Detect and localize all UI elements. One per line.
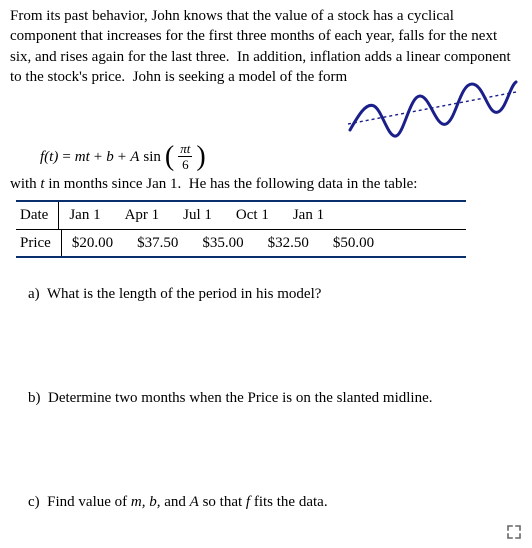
price-cell: $35.00 <box>192 230 257 256</box>
qc-pre: c) Find value of <box>28 494 131 510</box>
data-table: Date Jan 1 Apr 1 Jul 1 Oct 1 Jan 1 Price… <box>16 200 522 258</box>
price-cell: $37.50 <box>127 230 192 256</box>
formula-mt: mt <box>75 147 90 167</box>
formula-den: 6 <box>182 157 189 171</box>
formula-plus2: + <box>118 147 126 167</box>
formula-frac: πt 6 <box>178 142 192 171</box>
wave-sketch <box>348 72 518 146</box>
question-c: c) Find value of m, b, and A so that f f… <box>28 492 522 512</box>
question-a: a) What is the length of the period in h… <box>28 284 522 304</box>
date-cell: Jul 1 <box>173 202 226 228</box>
post-formula-text: with t in months since Jan 1. He has the… <box>10 174 522 194</box>
date-cell: Jan 1 <box>59 202 115 228</box>
formula-A: A <box>130 147 139 167</box>
row-label-date: Date <box>16 202 59 228</box>
price-cell: $50.00 <box>323 230 388 256</box>
qc-end: fits the data. <box>250 494 327 510</box>
pf-pre: with <box>10 176 40 192</box>
price-cell: $20.00 <box>61 230 127 256</box>
table-row: Date Jan 1 Apr 1 Jul 1 Oct 1 Jan 1 <box>16 202 338 228</box>
formula-plus1: + <box>94 147 102 167</box>
qc-mid: and <box>160 494 189 510</box>
qc-post: so that <box>199 494 246 510</box>
row-label-price: Price <box>16 230 61 256</box>
date-cell: Apr 1 <box>115 202 174 228</box>
price-cell: $32.50 <box>258 230 323 256</box>
question-b: b) Determine two months when the Price i… <box>28 388 522 408</box>
formula-b: b <box>106 147 114 167</box>
formula-num: πt <box>178 142 192 157</box>
qc-vars: m, b, <box>131 494 161 510</box>
expand-icon[interactable] <box>506 524 522 540</box>
formula-sin: sin <box>143 147 161 167</box>
date-cell: Oct 1 <box>226 202 283 228</box>
formula-eq: = <box>62 147 70 167</box>
formula-lhs: f(t) <box>40 147 58 167</box>
pf-post: in months since Jan 1. He has the follow… <box>45 176 418 192</box>
model-formula: f(t) = mt + b + A sin ( πt 6 ) <box>40 143 522 172</box>
table-row: Price $20.00 $37.50 $35.00 $32.50 $50.00 <box>16 230 388 256</box>
qc-A: A <box>190 494 199 510</box>
table-rule-bot <box>16 256 466 258</box>
date-cell: Jan 1 <box>283 202 338 228</box>
